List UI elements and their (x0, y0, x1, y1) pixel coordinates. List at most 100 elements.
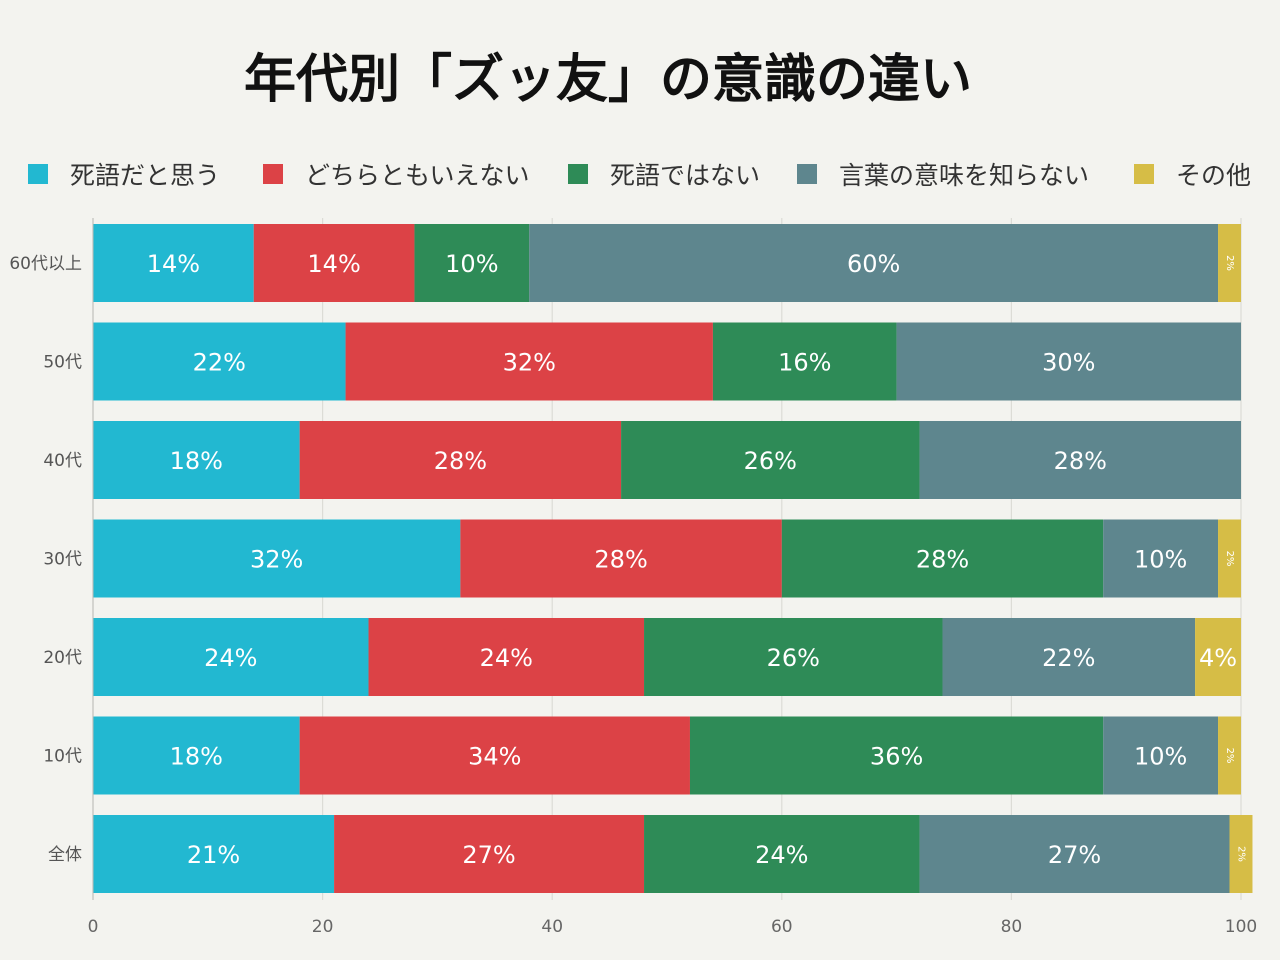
bar-segment (93, 618, 369, 696)
bar-value-label: 14% (147, 250, 200, 278)
legend-item: その他 (1134, 161, 1251, 190)
bar-segment (334, 815, 645, 893)
bar-value-label: 22% (193, 349, 246, 377)
bar-value-label: 21% (187, 841, 240, 869)
bar-segment (414, 224, 530, 302)
legend-label: どちらともいえない (305, 161, 530, 190)
bar-value-label: 2% (1224, 551, 1235, 567)
bar-segment (93, 322, 346, 401)
bar-segment (919, 815, 1230, 893)
bar-value-label: 28% (916, 546, 969, 574)
bar-value-label: 28% (434, 447, 487, 475)
value-axis: 0 20 40 60 80 100 (88, 218, 1257, 937)
bar-value-label: 18% (170, 743, 223, 771)
bar-value-label: 28% (1054, 447, 1107, 475)
category-label: 30代 (43, 550, 82, 570)
x-tick-label: 80 (1001, 917, 1023, 937)
legend-label: 死語ではない (610, 161, 760, 190)
bar-value-label: 36% (870, 743, 923, 771)
bar-segment (689, 716, 1104, 795)
legend-label: 言葉の意味を知らない (839, 161, 1089, 190)
bar-segment (1218, 224, 1241, 302)
bar-segment (1103, 716, 1219, 795)
bar-segment (460, 519, 782, 598)
bar-segment (93, 815, 335, 893)
bar-segment (299, 421, 622, 499)
x-tick-label: 100 (1225, 917, 1257, 937)
bar-segment (1229, 815, 1253, 893)
legend-item: 死語だと思う (28, 161, 220, 190)
bar-row: 32% 28% 28% 10% 2% (93, 519, 1241, 598)
bar-value-label: 18% (170, 447, 223, 475)
bar-value-label: 30% (1042, 349, 1095, 377)
bar-row: 14% 14% 10% 60% 2% (93, 224, 1241, 302)
bar-segment (644, 815, 920, 893)
bar-value-label: 26% (767, 644, 820, 672)
bar-value-label: 27% (1048, 841, 1101, 869)
bar-value-label: 10% (1134, 743, 1187, 771)
legend-swatch (28, 164, 48, 184)
bar-segment (93, 716, 300, 795)
bar-segment (93, 421, 300, 499)
bar-segment (345, 322, 713, 401)
bar-value-label: 24% (480, 644, 533, 672)
legend-label: 死語だと思う (70, 161, 220, 190)
bar-segment (919, 421, 1241, 499)
bar-value-label: 27% (462, 841, 515, 869)
chart-title: 年代別「ズッ友」の意識の違い (244, 50, 972, 110)
bar-segment (93, 519, 461, 598)
legend: 死語だと思う どちらともいえない 死語ではない 言葉の意味を知らない その他 (28, 161, 1251, 190)
category-label: 40代 (43, 451, 82, 471)
bar-value-label: 24% (755, 841, 808, 869)
bar-segment (93, 224, 254, 302)
category-label: 60代以上 (9, 254, 82, 274)
bar-segment (896, 322, 1241, 401)
bars: 14% 14% 10% 60% 2%22% 32% 16% 30%18% 28% 26% 28%32… (93, 224, 1253, 893)
bar-segment (529, 224, 1219, 302)
bar-segment (621, 421, 920, 499)
bar-value-label: 10% (445, 250, 498, 278)
bar-value-label: 32% (503, 349, 556, 377)
bar-value-label: 22% (1042, 644, 1095, 672)
legend-item: 死語ではない (568, 161, 760, 190)
bar-value-label: 14% (307, 250, 360, 278)
bar-row: 18% 28% 26% 28% (93, 421, 1241, 499)
category-label: 20代 (43, 648, 82, 668)
legend-swatch (568, 164, 588, 184)
bar-segment (253, 224, 415, 302)
bar-segment (781, 519, 1104, 598)
bar-value-label: 28% (594, 546, 647, 574)
bar-segment (299, 716, 690, 795)
x-tick-label: 60 (771, 917, 793, 937)
bar-value-label: 2% (1236, 846, 1247, 862)
bar-segment (1218, 716, 1241, 795)
bar-row: 18% 34% 36% 10% 2% (93, 716, 1241, 795)
legend-item: 言葉の意味を知らない (797, 161, 1089, 190)
bar-value-label: 16% (778, 349, 831, 377)
legend-swatch (1134, 164, 1154, 184)
x-tick-label: 0 (88, 917, 99, 937)
bar-segment (712, 322, 897, 401)
bar-value-label: 32% (250, 546, 303, 574)
bar-value-label: 24% (204, 644, 257, 672)
bar-segment (644, 618, 943, 696)
bar-segment (1103, 519, 1219, 598)
legend-swatch (263, 164, 283, 184)
category-label: 10代 (43, 747, 82, 767)
bar-value-label: 60% (847, 250, 900, 278)
bar-row: 22% 32% 16% 30% (93, 322, 1241, 401)
bar-segment (1218, 519, 1241, 598)
bar-value-label: 2% (1224, 748, 1235, 764)
bar-segment (942, 618, 1196, 696)
bar-row: 21% 27% 24% 27% 2% (93, 815, 1253, 893)
bar-value-label: 2% (1224, 255, 1235, 271)
x-tick-label: 40 (541, 917, 563, 937)
bar-value-label: 4% (1199, 644, 1237, 672)
category-label: 全体 (48, 845, 82, 865)
bar-value-label: 26% (744, 447, 797, 475)
bar-value-label: 34% (468, 743, 521, 771)
legend-swatch (797, 164, 817, 184)
bar-value-label: 10% (1134, 546, 1187, 574)
